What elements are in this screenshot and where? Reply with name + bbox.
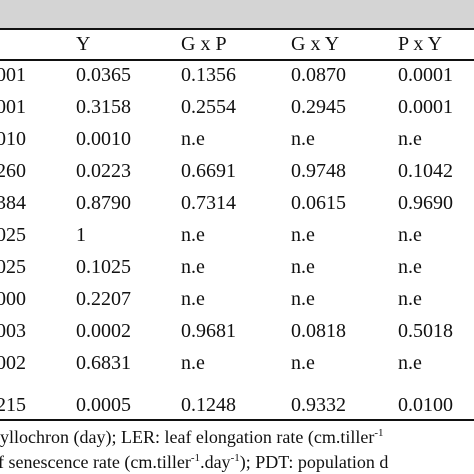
header-pxy: P x Y <box>398 33 443 55</box>
cell-gxp: 0.2554 <box>181 96 236 118</box>
cell-gxp: 0.6691 <box>181 160 236 182</box>
cell-gxy: 0.9748 <box>291 160 346 182</box>
row-label: 002 <box>0 352 26 374</box>
cell-y: 0.8790 <box>76 192 131 214</box>
cell-gxy: 0.0615 <box>291 192 346 214</box>
cell-y: 0.1025 <box>76 256 131 278</box>
cell-gxy: n.e <box>291 256 315 278</box>
cell-gxp: 0.9681 <box>181 320 236 342</box>
footnote-line-1-sup: -1 <box>374 427 384 439</box>
cell-y: 1 <box>76 224 86 246</box>
cell-y: 0.3158 <box>76 96 131 118</box>
cell-gxp: n.e <box>181 128 205 150</box>
cell-pxy: 0.0001 <box>398 96 453 118</box>
cell-gxp: 0.7314 <box>181 192 236 214</box>
cell-gxy: 0.2945 <box>291 96 346 118</box>
cell-gxp: n.e <box>181 352 205 374</box>
footnote-line-2-a: f senescence rate (cm.tiller <box>0 452 191 472</box>
row-label: 000 <box>0 288 26 310</box>
cell-pxy: n.e <box>398 352 422 374</box>
row-label: 025 <box>0 256 26 278</box>
table-bottom-rule <box>0 419 474 421</box>
cell-y: 0.0223 <box>76 160 131 182</box>
row-label: 260 <box>0 160 26 182</box>
row-label: 215 <box>0 394 26 416</box>
footnote-line-2-c: ); PDT: population d <box>239 452 389 472</box>
cell-y: 0.6831 <box>76 352 131 374</box>
cell-gxy: n.e <box>291 224 315 246</box>
cell-gxp: 0.1248 <box>181 394 236 416</box>
header-gxp: G x P <box>181 33 227 55</box>
row-label: 003 <box>0 320 26 342</box>
cell-y: 0.0010 <box>76 128 131 150</box>
cell-gxy: 0.0818 <box>291 320 346 342</box>
header-gxy: G x Y <box>291 33 340 55</box>
cell-pxy: 0.0001 <box>398 64 453 86</box>
cell-gxp: n.e <box>181 224 205 246</box>
cell-gxy: n.e <box>291 288 315 310</box>
row-label: 025 <box>0 224 26 246</box>
cell-y: 0.0365 <box>76 64 131 86</box>
cell-pxy: n.e <box>398 224 422 246</box>
row-label: 010 <box>0 128 26 150</box>
cell-gxp: n.e <box>181 256 205 278</box>
cell-pxy: n.e <box>398 288 422 310</box>
cell-pxy: n.e <box>398 128 422 150</box>
footnote-line-1-text: yllochron (day); LER: leaf elongation ra… <box>0 427 375 447</box>
cell-pxy: 0.5018 <box>398 320 453 342</box>
header-top-rule <box>0 28 474 30</box>
footnote-line-2-sup-2: -1 <box>230 452 240 464</box>
cell-pxy: 0.1042 <box>398 160 453 182</box>
row-label: 001 <box>0 64 26 86</box>
cell-y: 0.0005 <box>76 394 131 416</box>
cell-pxy: 0.9690 <box>398 192 453 214</box>
cell-gxy: n.e <box>291 128 315 150</box>
header-y: Y <box>76 33 91 55</box>
footnote-line-2-sup-1: -1 <box>190 452 201 464</box>
row-label: 384 <box>0 192 26 214</box>
cell-y: 0.0002 <box>76 320 131 342</box>
cell-gxp: 0.1356 <box>181 64 236 86</box>
footnote-line-1: yllochron (day); LER: leaf elongation ra… <box>0 426 384 448</box>
footnote-line-2: f senescence rate (cm.tiller-1.day-1); P… <box>0 451 388 473</box>
table-top-band <box>0 0 474 28</box>
cell-pxy: n.e <box>398 256 422 278</box>
cell-gxy: 0.0870 <box>291 64 346 86</box>
header-bottom-rule <box>0 59 474 61</box>
cell-gxy: n.e <box>291 352 315 374</box>
footnote-line-2-b: .day <box>200 452 231 472</box>
cell-y: 0.2207 <box>76 288 131 310</box>
cell-gxp: n.e <box>181 288 205 310</box>
cell-gxy: 0.9332 <box>291 394 346 416</box>
row-label: 001 <box>0 96 26 118</box>
cell-pxy: 0.0100 <box>398 394 453 416</box>
